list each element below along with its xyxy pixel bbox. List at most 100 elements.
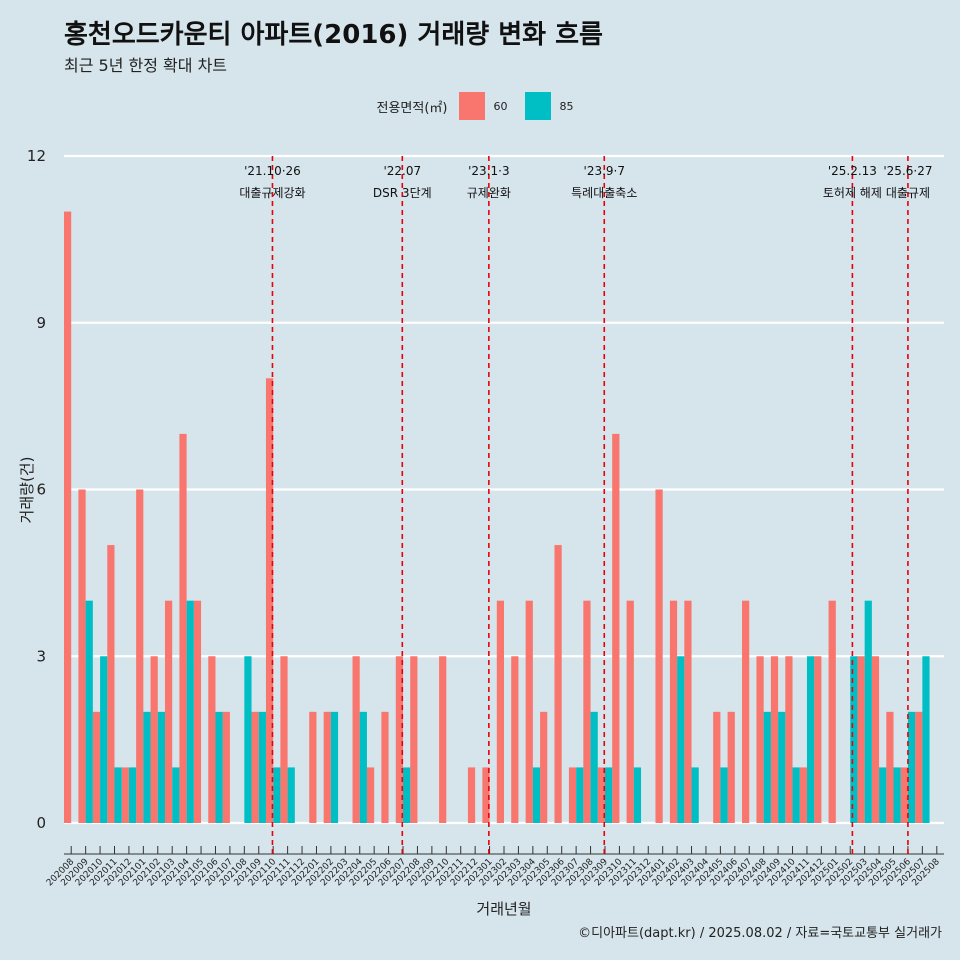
bar-60-202205: [366, 767, 375, 823]
bar-85-202102: [157, 711, 165, 823]
bar-60-202409: [770, 656, 779, 823]
bar-85-202507: [922, 656, 930, 823]
bar-60-202306: [554, 545, 562, 823]
bar-60-202403: [684, 600, 692, 823]
bar-85-202506: [907, 711, 916, 823]
bar-60-202501: [828, 600, 836, 823]
bar-60-202210: [439, 656, 447, 823]
bar-60-202310: [612, 433, 620, 823]
y-tick-label: 6: [36, 481, 46, 499]
bar-85-202411: [806, 656, 815, 823]
event-label-202110: 대출규제강화: [239, 186, 305, 200]
bar-60-202206: [381, 711, 389, 823]
event-date-202207: '22.07: [383, 164, 421, 178]
event-date-202301: '23.1·3: [468, 164, 509, 178]
y-tick-label: 9: [36, 314, 46, 332]
bar-60-202307: [568, 767, 577, 823]
bar-85-202309: [604, 767, 613, 823]
bar-85-202204: [359, 711, 367, 823]
bar-85-202104: [186, 600, 194, 823]
bar-85-202111: [287, 767, 295, 823]
bar-85-202408: [763, 711, 771, 823]
bar-85-202409: [778, 711, 786, 823]
bar-85-202504: [879, 767, 887, 823]
bar-85-202010: [100, 656, 108, 823]
event-label-202506: 대출규제: [886, 186, 930, 200]
y-tick-label: 3: [36, 647, 46, 665]
bar-85-202505: [893, 767, 901, 823]
bar-60-202408: [756, 656, 764, 823]
event-label-202502: 토허제 해제: [823, 186, 882, 200]
bar-85-202502: [850, 656, 858, 823]
bar-60-202104: [179, 433, 187, 823]
bar-60-202303: [511, 656, 519, 823]
bar-60-202308: [583, 600, 591, 823]
legend-title: 전용면적(㎡): [376, 100, 448, 116]
bar-85-202405: [720, 767, 728, 823]
legend-swatch-85: [525, 92, 552, 120]
bar-60-202103: [164, 600, 173, 823]
legend-swatch-60: [459, 92, 486, 120]
event-label-202301: 규제완화: [467, 186, 511, 200]
bar-60-202012: [121, 767, 129, 823]
bar-85-202402: [677, 656, 685, 823]
y-axis-title: 거래량(건): [18, 457, 36, 524]
bar-60-202504: [871, 656, 880, 823]
bar-60-202208: [410, 656, 418, 823]
bar-85-202012: [128, 767, 137, 823]
bar-60-202506: [900, 767, 908, 823]
bar-85-202009: [85, 600, 93, 823]
bar-85-202101: [143, 711, 151, 823]
bar-60-202106: [208, 656, 216, 823]
bar-60-202507: [915, 711, 923, 823]
bar-60-202008: [64, 211, 72, 824]
event-label-202207: DSR 3단계: [373, 186, 432, 200]
bar-60-202505: [886, 711, 894, 823]
bar-60-202402: [669, 600, 678, 823]
source-caption: ©디아파트(dapt.kr) / 2025.08.02 / 자료=국토교통부 실…: [578, 926, 942, 941]
bar-85-202403: [691, 767, 699, 823]
bar-85-202410: [792, 767, 800, 823]
bar-60-202309: [597, 767, 605, 823]
bar-85-202207: [403, 767, 411, 823]
bar-60-202202: [323, 711, 331, 823]
bar-60-202204: [352, 656, 360, 823]
bar-60-202111: [280, 656, 288, 823]
bar-60-202011: [107, 545, 115, 823]
bar-60-202302: [496, 600, 504, 823]
bar-60-202311: [626, 600, 634, 823]
bar-60-202107: [222, 711, 230, 823]
bar-60-202411: [799, 767, 807, 823]
legend-label-60: 60: [493, 99, 508, 113]
chart-title: 홍천오드카운티 아파트(2016) 거래량 변화 흐름: [64, 20, 603, 50]
event-date-202506: '25.6·27: [883, 164, 932, 178]
bar-60-202207: [395, 656, 404, 823]
y-tick-label: 0: [36, 814, 46, 832]
bar-85-202304: [532, 767, 541, 823]
bar-60-202009: [78, 489, 86, 823]
bar-60-202102: [150, 656, 158, 823]
bar-60-202406: [727, 711, 735, 823]
bar-60-202305: [540, 711, 548, 823]
bar-60-202407: [742, 600, 750, 823]
bar-85-202307: [576, 767, 584, 823]
bar-85-202106: [215, 711, 223, 823]
legend: 전용면적(㎡) 60 85: [0, 92, 960, 120]
x-axis-title: 거래년월: [476, 900, 531, 918]
bar-60-202405: [713, 711, 721, 823]
bar-60-202304: [525, 600, 533, 823]
bar-60-202010: [92, 711, 101, 823]
bar-85-202308: [590, 711, 598, 823]
event-date-202110: '21.10·26: [244, 164, 301, 178]
bar-60-202109: [251, 711, 259, 823]
bar-85-202311: [633, 767, 642, 823]
bar-85-202109: [258, 711, 266, 823]
bar-60-202105: [193, 600, 202, 823]
bar-60-202410: [785, 656, 793, 823]
y-tick-label: 12: [27, 147, 46, 165]
bar-85-202110: [273, 767, 281, 823]
bar-60-202201: [309, 711, 317, 823]
bar-60-202110: [265, 378, 274, 823]
bar-60-202212: [467, 767, 476, 823]
